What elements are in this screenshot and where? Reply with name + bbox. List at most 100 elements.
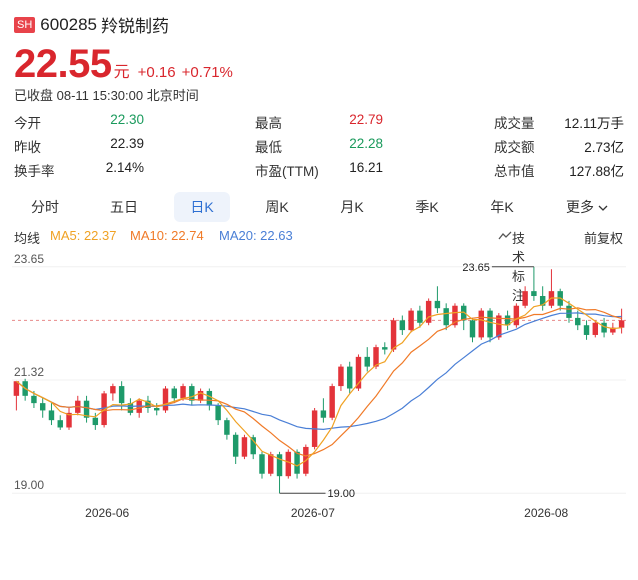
- stat-value-low: 22.28: [349, 136, 383, 151]
- stat-label-high: 最高: [255, 116, 282, 131]
- candle: [294, 449, 300, 479]
- candle-body: [127, 403, 134, 413]
- stat-label-turnover-amount: 成交额: [494, 140, 535, 155]
- tech-annotation-toggle[interactable]: 技术标注: [498, 228, 525, 303]
- tab-intraday[interactable]: 分时: [31, 199, 59, 215]
- high-annotation: 23.65: [462, 262, 490, 274]
- candle: [83, 395, 90, 423]
- candle-body: [39, 403, 46, 411]
- current-price: 22.55: [14, 42, 112, 86]
- stat-value-turnover-rate: 2.14%: [105, 160, 144, 175]
- candle-body: [425, 300, 432, 323]
- candle-body: [66, 412, 72, 428]
- stock-code: 600285: [40, 14, 98, 34]
- candle-body: [399, 320, 406, 331]
- candle: [461, 303, 467, 331]
- candle-body: [268, 454, 274, 474]
- candle: [399, 315, 406, 335]
- candle-body: [83, 400, 90, 418]
- candle: [162, 386, 169, 413]
- adjust-toggle[interactable]: 前复权: [584, 231, 624, 246]
- candle-body: [610, 327, 616, 333]
- candle-body: [601, 322, 607, 333]
- price-unit: 元: [113, 64, 130, 81]
- candle: [504, 310, 511, 331]
- candle-body: [136, 400, 142, 413]
- candle-body: [566, 305, 572, 318]
- candle: [364, 347, 370, 372]
- ma-lines: [16, 297, 622, 467]
- candle-body: [197, 390, 204, 401]
- candle-body: [382, 347, 388, 350]
- candle-body: [329, 386, 335, 418]
- legend-ma10: MA10: 22.74: [130, 228, 204, 243]
- candle-body: [469, 320, 476, 338]
- candle-body: [48, 410, 55, 421]
- candle-body: [618, 320, 625, 328]
- tab-yearly-k[interactable]: 年K: [490, 199, 514, 215]
- candle-body: [390, 320, 397, 350]
- candle-body: [575, 317, 581, 326]
- candle: [145, 395, 151, 413]
- stock-name: 羚锐制药: [101, 17, 170, 36]
- candle-body: [320, 410, 327, 418]
- candle-body: [31, 395, 37, 404]
- candle-body: [478, 310, 484, 338]
- candle-body: [154, 407, 160, 411]
- candle: [171, 386, 177, 404]
- candle: [320, 398, 327, 423]
- candle-body: [285, 451, 292, 477]
- candle: [618, 308, 625, 334]
- candle: [13, 381, 20, 411]
- period-tabs: 分时 五日 日K 周K 月K 季K 年K 更多: [14, 192, 624, 222]
- price-change: +0.16: [137, 64, 176, 81]
- candle-body: [408, 310, 414, 331]
- stat-value-pe: 16.21: [349, 160, 383, 175]
- tech-annotation-label: 技术标注: [512, 231, 526, 303]
- candle-body: [189, 386, 195, 401]
- stat-value-volume: 12.11万手: [564, 116, 624, 131]
- price-change-pct: +0.71%: [181, 64, 233, 81]
- candle-body: [224, 420, 230, 435]
- candle: [548, 269, 555, 309]
- candle: [241, 434, 248, 460]
- y-tick-label: 21.32: [14, 365, 44, 379]
- x-tick-label: 2026-07: [291, 506, 335, 520]
- candle: [531, 266, 537, 301]
- candle-body: [232, 434, 239, 457]
- candle: [268, 451, 274, 477]
- chevron-down-icon: [598, 205, 608, 212]
- candle: [224, 417, 230, 440]
- x-tick-label: 2026-06: [85, 506, 129, 520]
- tab-quarterly-k[interactable]: 季K: [415, 199, 439, 215]
- candle-body: [487, 310, 493, 338]
- candle: [443, 303, 449, 331]
- candle: [487, 308, 493, 343]
- kline-chart[interactable]: 23.65 21.32 19.00 2026-06 2026-07 2026-08 23…: [0, 250, 638, 540]
- candle: [75, 395, 81, 416]
- x-axis-labels: 2026-06 2026-07 2026-08: [85, 506, 568, 520]
- candle: [434, 286, 441, 314]
- ma20-line: [16, 312, 622, 431]
- candle-body: [417, 310, 423, 323]
- candle-body: [92, 417, 99, 426]
- candle: [329, 383, 335, 421]
- candle: [469, 317, 476, 343]
- stat-label-open: 今开: [14, 116, 41, 131]
- candle-body: [118, 386, 125, 404]
- candle: [57, 415, 63, 430]
- tab-monthly-k[interactable]: 月K: [340, 199, 364, 215]
- tab-five-day[interactable]: 五日: [110, 199, 138, 215]
- candle-body: [434, 300, 441, 309]
- candle-body: [504, 315, 511, 326]
- candle: [513, 303, 520, 328]
- candle: [259, 451, 265, 479]
- tab-more[interactable]: 更多: [552, 192, 622, 222]
- candle: [285, 449, 292, 479]
- price-row: 22.55 元 +0.16 +0.71%: [14, 42, 239, 87]
- tab-daily-k[interactable]: 日K: [174, 192, 230, 222]
- candle: [566, 300, 572, 323]
- ma5-line: [16, 297, 622, 467]
- tab-weekly-k[interactable]: 周K: [265, 199, 289, 215]
- candle-body: [206, 390, 213, 406]
